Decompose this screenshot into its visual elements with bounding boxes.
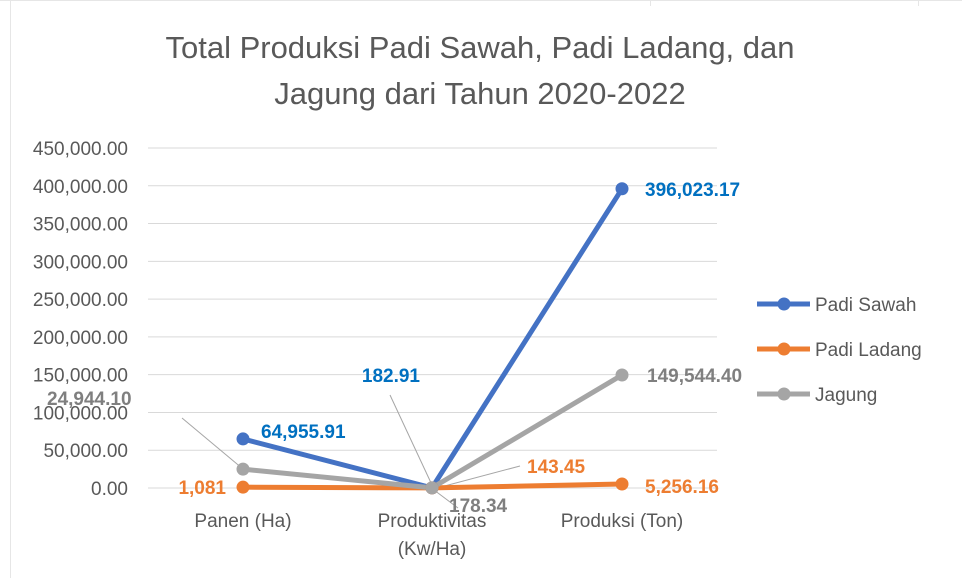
data-point-marker: [615, 182, 629, 196]
series-lines: [236, 182, 629, 495]
y-tick-label: 150,000.00: [33, 366, 128, 387]
data-point-marker: [236, 432, 250, 446]
y-tick-label: 0.00: [91, 479, 128, 500]
legend-label: Padi Sawah: [815, 295, 916, 316]
data-point-marker: [425, 481, 439, 495]
legend-marker: [777, 387, 791, 401]
y-tick-label: 450,000.00: [33, 139, 128, 160]
label-leader-line: [436, 465, 521, 489]
y-axis-ticks: 0.00 50,000.00 100,000.00 150,000.00 200,000…: [33, 139, 128, 500]
data-label: 143.45: [527, 457, 586, 478]
label-leader-line: [181, 417, 244, 470]
legend-label: Jagung: [815, 385, 877, 406]
chart-title-line-2: Jagung dari Tahun 2020-2022: [274, 76, 685, 111]
legend-marker: [777, 297, 791, 311]
y-tick-label: 250,000.00: [33, 290, 128, 311]
x-axis-categories: Panen (Ha) Produktivitas (Kw/Ha) Produksi (…: [194, 511, 683, 560]
data-point-marker: [236, 462, 250, 476]
y-tick-label: 300,000.00: [33, 252, 128, 273]
cell-border: [0, 0, 962, 1]
legend: Padi Sawah Padi Ladang Jagung: [757, 295, 922, 406]
x-category-label: Produktivitas: [378, 511, 487, 532]
cell-border: [918, 0, 919, 6]
x-category-label: Produksi (Ton): [561, 511, 684, 532]
data-label: 178.34: [449, 496, 508, 517]
y-tick-label: 400,000.00: [33, 177, 128, 198]
chart-title-line-1: Total Produksi Padi Sawah, Padi Ladang, …: [165, 30, 794, 65]
data-label: 149,544.40: [647, 366, 742, 387]
series-line: [240, 186, 625, 491]
data-point-marker: [615, 368, 629, 382]
x-category-label: (Kw/Ha): [398, 539, 467, 560]
y-tick-label: 50,000.00: [43, 441, 128, 462]
cell-border: [10, 0, 11, 578]
x-category-label: Panen (Ha): [194, 511, 291, 532]
y-tick-label: 200,000.00: [33, 328, 128, 349]
data-label: 5,256.16: [645, 477, 719, 498]
cell-border: [650, 0, 651, 6]
data-label: 64,955.91: [261, 422, 346, 443]
data-label: 1,081: [178, 478, 226, 499]
legend-marker: [777, 342, 791, 356]
data-label: 396,023.17: [645, 180, 740, 201]
label-leader-line: [433, 489, 459, 509]
label-leader-line: [389, 394, 433, 486]
y-tick-label: 100,000.00: [33, 403, 128, 424]
data-point-marker: [615, 477, 629, 491]
data-labels: 64,955.91 182.91 396,023.17 1,081 143.45 5,25…: [47, 180, 742, 517]
y-tick-label: 350,000.00: [33, 215, 128, 236]
legend-label: Padi Ladang: [815, 340, 922, 361]
label-leader-lines: [181, 394, 521, 509]
data-label: 24,944.10: [47, 389, 132, 410]
data-label: 182.91: [362, 366, 421, 387]
data-point-marker: [236, 480, 250, 494]
gridlines: [148, 147, 717, 489]
